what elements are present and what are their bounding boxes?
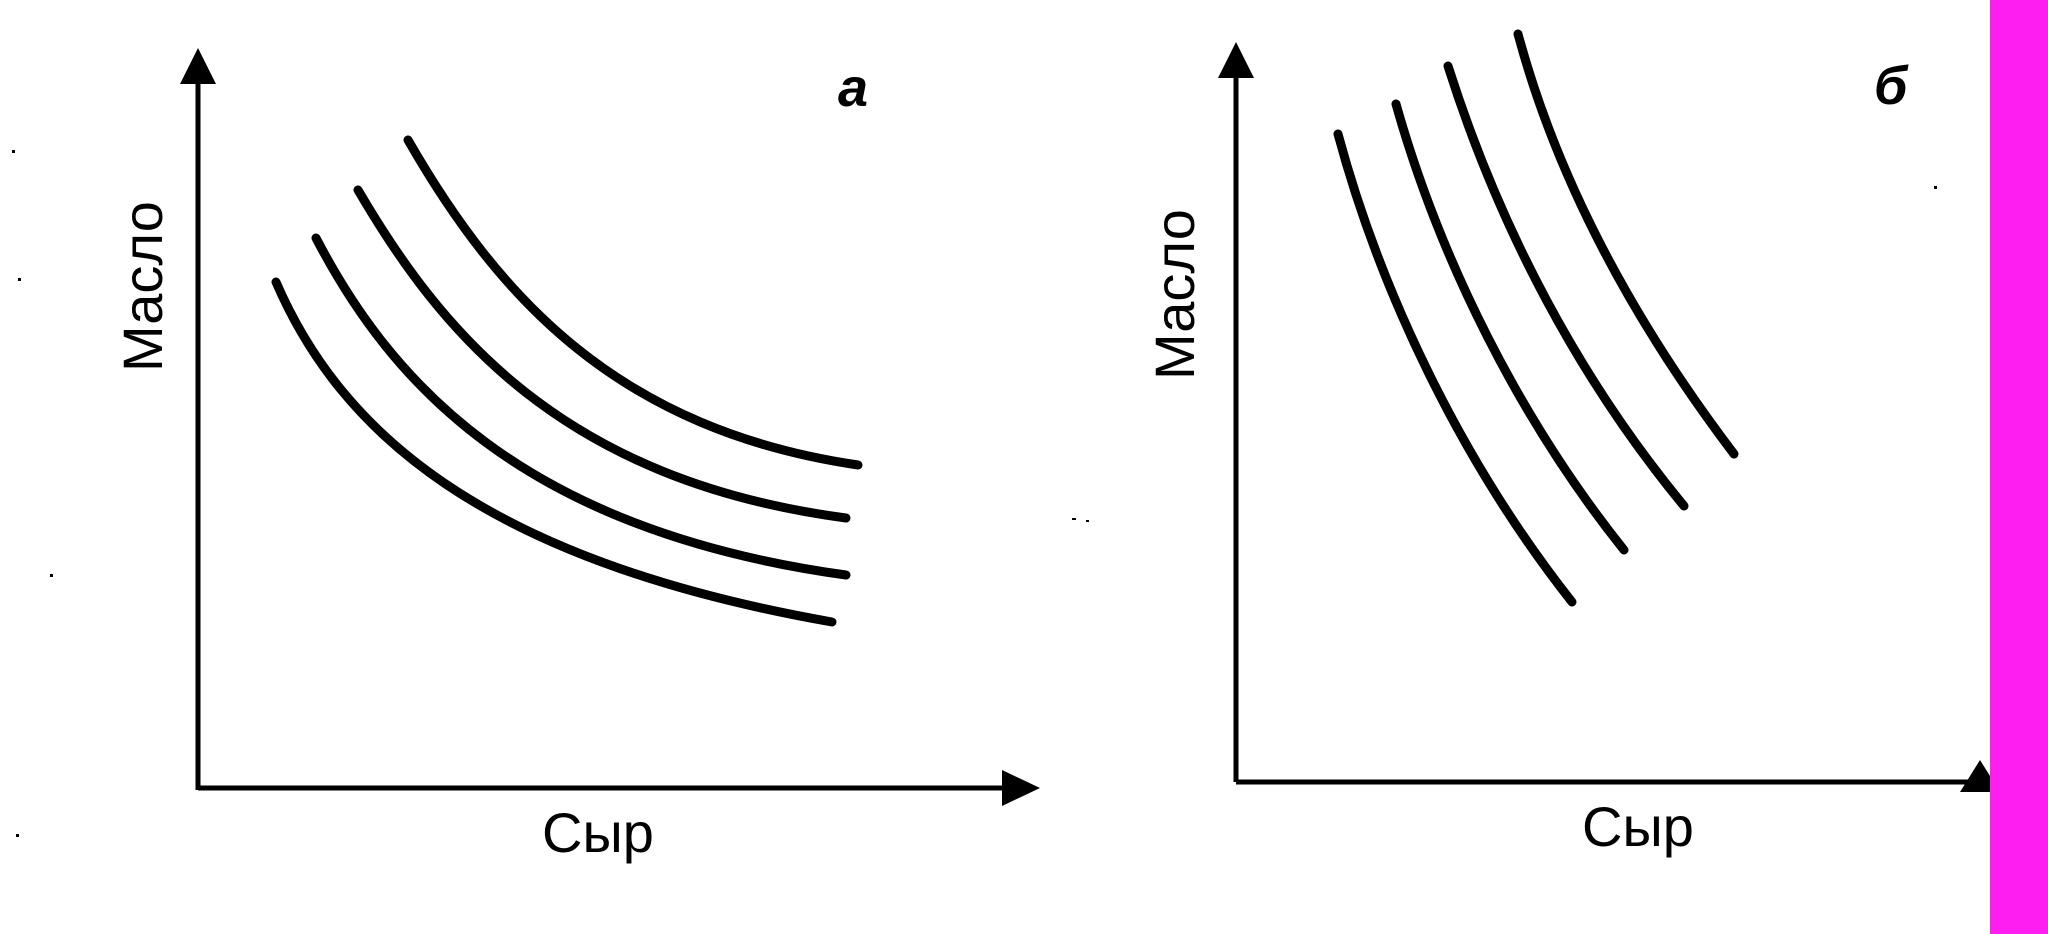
panel-a-x-axis-label: Сыр xyxy=(542,801,654,864)
panel-a-curve-2 xyxy=(311,233,851,580)
panel-a-curve-1 xyxy=(271,277,837,627)
panel-b-curve-3 xyxy=(1443,61,1689,511)
panel-b-curve-4 xyxy=(1513,29,1739,459)
panel-b-letter: б xyxy=(1874,56,1909,116)
panel-a-y-axis-label: Масло xyxy=(111,201,174,372)
panel-b: б Масло Сыр xyxy=(1143,29,2000,858)
panel-b-x-axis-label: Сыр xyxy=(1582,795,1694,858)
panel-a-curve-3 xyxy=(353,185,851,523)
panel-b-curve-2 xyxy=(1391,99,1629,555)
panel-a-y-arrow xyxy=(180,48,216,84)
panel-b-curve-1 xyxy=(1333,129,1577,607)
panel-b-y-axis-label: Масло xyxy=(1143,209,1206,380)
panel-b-y-arrow xyxy=(1218,42,1254,78)
scan-specks xyxy=(12,150,1937,837)
panel-a: а Масло Сыр xyxy=(111,48,1040,864)
magenta-edge-strip xyxy=(1990,0,2048,934)
panel-a-curve-4 xyxy=(403,135,863,470)
panel-a-letter: а xyxy=(838,58,868,118)
panel-a-x-arrow xyxy=(1002,770,1040,806)
